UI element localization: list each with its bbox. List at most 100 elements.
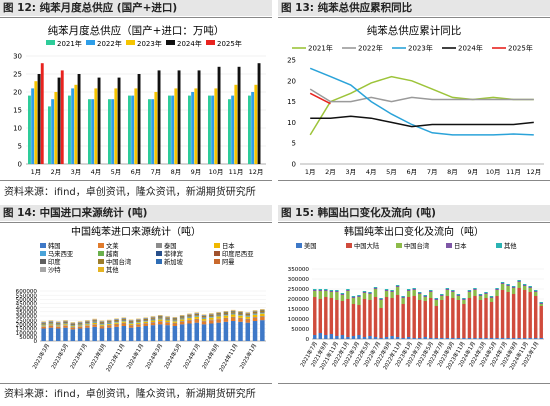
bar-segment (379, 299, 383, 300)
bar-segment (423, 337, 427, 339)
bar-segment (324, 289, 328, 290)
legend-label: 马来西亚 (48, 250, 74, 258)
bar-segment (511, 294, 516, 338)
bar-segment (55, 326, 61, 327)
bar-segment (172, 321, 178, 323)
bar-segment (467, 298, 472, 338)
legend-label: 印度尼西亚 (222, 249, 254, 258)
bar-segment (384, 290, 389, 291)
x-tick-label: 12月 (249, 168, 264, 176)
x-tick-label: 2024年3月 (143, 342, 164, 370)
bar-segment (230, 314, 236, 317)
bar-segment (99, 324, 105, 326)
bar-segment (528, 288, 532, 292)
bar-segment (335, 336, 339, 339)
bar-segment (534, 290, 538, 291)
bar-segment (528, 292, 532, 338)
bar-segment (318, 333, 322, 339)
bar-segment (484, 294, 488, 298)
bar-segment (318, 291, 322, 299)
bar-segment (495, 290, 499, 296)
bar-segment (252, 314, 258, 317)
bar-segment (379, 338, 383, 339)
bar-segment (373, 287, 378, 288)
panel-15-title: 韩国出口变化及流向 (吨) (317, 207, 436, 219)
bar-segment (106, 323, 112, 325)
bar-segment (209, 323, 214, 341)
bar-segment (362, 293, 367, 299)
bar-segment (346, 337, 350, 339)
bar-segment (128, 325, 134, 328)
legend-label: 韩国 (48, 241, 61, 250)
series-line (309, 75, 534, 136)
bar-segment (434, 298, 438, 299)
bar-segment (187, 318, 192, 320)
y-tick-label: 5 (292, 140, 296, 148)
bar (151, 99, 155, 164)
legend-swatch (214, 259, 220, 264)
bar-segment (346, 299, 350, 337)
legend-label: 其他 (504, 241, 517, 250)
bar-segment (401, 296, 405, 297)
bar-segment (495, 289, 499, 290)
bar-segment (150, 325, 156, 341)
bar-segment (70, 327, 76, 330)
x-tick-label: 4月 (366, 168, 377, 176)
bar-segment (340, 335, 345, 339)
bar-segment (462, 298, 466, 299)
bar-segment (172, 326, 178, 341)
bar-segment (489, 297, 494, 298)
y-tick-label: 30 (13, 53, 22, 61)
bar-segment (165, 322, 170, 326)
x-tick-label: 3月 (71, 168, 82, 176)
bar-segment (478, 295, 483, 296)
bar-segment (245, 316, 251, 319)
bar-segment (128, 324, 134, 326)
bar-segment (423, 297, 427, 301)
bar-segment (187, 320, 192, 324)
x-tick-label: 2024年1月 (124, 342, 145, 370)
bar-segment (534, 338, 538, 339)
bar-segment (179, 321, 185, 322)
bar-segment (128, 323, 134, 325)
x-tick-label: 12月 (526, 168, 541, 176)
bar-segment (429, 298, 433, 338)
bar-segment (172, 322, 178, 324)
bar-segment (313, 335, 317, 339)
bar-segment (390, 336, 394, 339)
y-tick-label: 20 (287, 77, 296, 85)
x-tick-label: 5月 (386, 168, 397, 176)
bar-segment (260, 310, 265, 312)
bar-segment (329, 291, 334, 292)
bar-segment (418, 294, 422, 300)
bar-segment (77, 322, 83, 324)
bar-segment (128, 321, 134, 323)
bar-segment (41, 326, 46, 329)
bar-segment (63, 321, 68, 323)
bar-segment (41, 326, 46, 327)
legend-swatch (126, 40, 135, 45)
bar-segment (390, 298, 394, 336)
bar-segment (313, 290, 317, 291)
bar-segment (92, 324, 97, 325)
bar-segment (539, 302, 543, 303)
bar (88, 99, 91, 164)
bar-segment (412, 288, 416, 289)
bar-segment (412, 338, 416, 339)
bar-segment (357, 296, 361, 297)
bar-segment (150, 322, 156, 323)
y-tick-label: 20 (13, 89, 22, 97)
bar-segment (55, 326, 61, 329)
bar-segment (395, 337, 400, 339)
bar-segment (511, 286, 516, 287)
bar-segment (462, 300, 466, 304)
y-tick-label: 550000 (16, 293, 38, 299)
bar-segment (106, 325, 112, 328)
bar-segment (462, 338, 466, 339)
bar-segment (473, 296, 477, 338)
bar-segment (362, 337, 367, 339)
bar (117, 77, 121, 164)
bar (197, 70, 201, 164)
x-tick-label: 2024年9月 (200, 342, 221, 370)
bar (228, 99, 231, 164)
